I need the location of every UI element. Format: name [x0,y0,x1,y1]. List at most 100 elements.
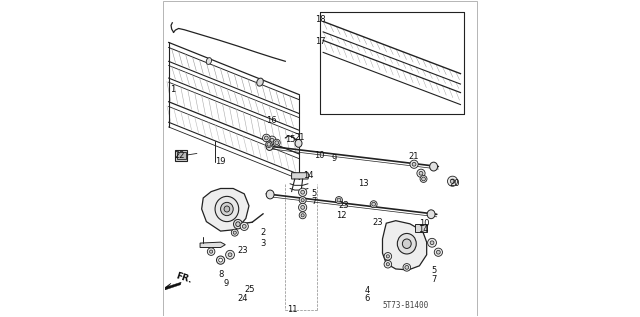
Ellipse shape [301,214,304,217]
Ellipse shape [403,239,412,249]
Polygon shape [202,189,249,231]
Text: 7: 7 [311,197,317,206]
Ellipse shape [299,197,306,204]
Ellipse shape [301,191,305,194]
Ellipse shape [387,255,389,258]
Ellipse shape [209,250,212,253]
Ellipse shape [299,212,306,219]
Ellipse shape [233,231,236,234]
Ellipse shape [268,136,276,144]
Ellipse shape [335,197,342,204]
Text: 21: 21 [408,152,419,161]
Ellipse shape [428,238,436,247]
FancyBboxPatch shape [177,152,186,159]
Ellipse shape [430,241,434,245]
Polygon shape [200,242,225,248]
Ellipse shape [337,198,341,202]
Ellipse shape [405,266,409,269]
FancyBboxPatch shape [415,224,428,232]
Text: 5: 5 [311,189,316,198]
Ellipse shape [275,141,278,145]
Text: FR.: FR. [174,272,193,286]
Ellipse shape [266,143,273,151]
Ellipse shape [266,190,274,199]
Ellipse shape [429,162,438,171]
Ellipse shape [264,136,268,140]
Ellipse shape [447,176,458,186]
Text: 22: 22 [174,151,185,160]
Text: 13: 13 [358,179,369,188]
Ellipse shape [273,139,280,146]
Text: 9: 9 [224,279,229,288]
Ellipse shape [417,169,425,178]
Ellipse shape [240,222,248,230]
Ellipse shape [228,253,232,257]
Text: 5: 5 [431,266,436,275]
Ellipse shape [435,248,442,256]
Text: 4: 4 [364,286,369,295]
Text: 18: 18 [316,15,326,24]
Ellipse shape [301,205,305,209]
Text: 10: 10 [314,152,325,160]
Text: 8: 8 [218,270,224,280]
Ellipse shape [420,176,427,182]
Ellipse shape [412,162,416,166]
Ellipse shape [216,256,225,264]
Text: 6: 6 [364,294,369,302]
Ellipse shape [226,250,234,259]
Ellipse shape [206,58,212,64]
Text: 7: 7 [431,275,436,284]
Ellipse shape [427,210,435,219]
Ellipse shape [384,261,392,268]
Ellipse shape [403,264,411,271]
Ellipse shape [224,206,230,212]
Ellipse shape [234,219,243,229]
Text: 23: 23 [339,201,349,210]
Text: 12: 12 [337,211,347,220]
Text: 14: 14 [303,171,314,180]
Ellipse shape [257,78,263,86]
Text: 23: 23 [372,218,383,227]
Ellipse shape [419,171,423,175]
Text: 23: 23 [237,246,248,255]
Text: 3: 3 [260,239,266,248]
Text: 5T73-B1400: 5T73-B1400 [383,301,429,310]
Text: 17: 17 [316,37,326,46]
Ellipse shape [262,134,270,142]
Polygon shape [165,282,181,290]
Ellipse shape [436,250,440,254]
Ellipse shape [215,196,239,222]
Ellipse shape [267,142,271,146]
Ellipse shape [231,229,238,236]
Ellipse shape [387,263,389,266]
Text: 25: 25 [244,285,255,294]
Text: 11: 11 [287,305,298,314]
Ellipse shape [372,202,376,206]
Text: 1: 1 [170,85,175,94]
Ellipse shape [270,138,274,142]
Ellipse shape [221,202,233,216]
Polygon shape [383,221,427,270]
Text: 20: 20 [449,179,460,188]
Ellipse shape [451,179,455,184]
Text: 24: 24 [237,294,248,302]
Text: 10: 10 [419,219,430,228]
Ellipse shape [422,177,426,181]
Polygon shape [165,283,171,290]
FancyBboxPatch shape [175,150,187,161]
Ellipse shape [301,198,304,202]
Text: 15: 15 [285,135,295,144]
Text: 21: 21 [294,133,305,141]
Text: 16: 16 [266,116,277,125]
Ellipse shape [410,160,418,168]
Ellipse shape [298,203,307,211]
Ellipse shape [219,258,223,262]
Ellipse shape [298,188,307,196]
Ellipse shape [236,222,240,227]
Ellipse shape [384,253,392,260]
Ellipse shape [295,139,302,147]
Polygon shape [292,173,309,179]
Ellipse shape [243,224,246,228]
Text: 9: 9 [331,154,336,163]
Ellipse shape [397,233,416,254]
